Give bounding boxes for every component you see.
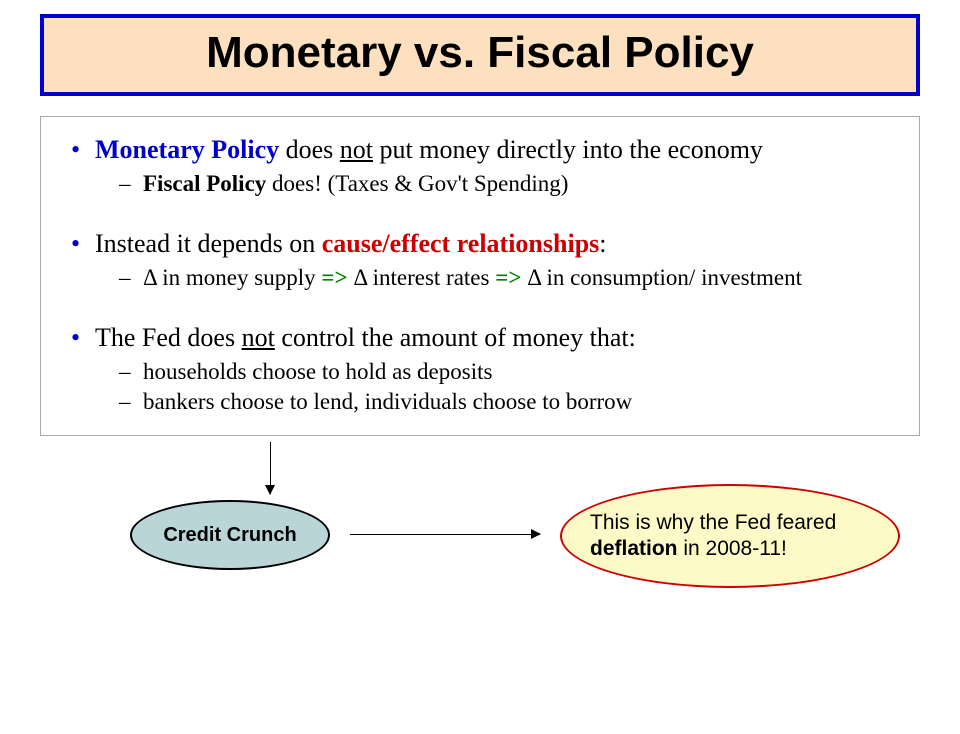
b2-lead: Instead it depends on [95,229,322,258]
b3-sublist: households choose to hold as deposits ba… [95,359,895,415]
note-a: This is why the Fed feared [590,511,836,534]
b1-sub1: Fiscal Policy does! (Taxes & Gov't Spend… [95,171,895,197]
note-bold: deflation [590,537,678,560]
bullet-2: Instead it depends on cause/effect relat… [65,229,895,291]
slide-title: Monetary vs. Fiscal Policy [40,14,920,96]
b1-sub1-lead: Fiscal Policy [143,171,266,196]
b2-red: cause/effect relationships [322,229,600,258]
b1-lead: Monetary Policy [95,135,279,164]
b1-mid: does [279,135,340,164]
note-node: This is why the Fed feared deflation in … [560,484,900,588]
b1-not: not [340,135,373,164]
bullet-1: Monetary Policy does not put money direc… [65,135,895,197]
credit-crunch-node: Credit Crunch [130,500,330,570]
note-b: in 2008-11! [678,537,787,560]
b3-not: not [242,323,275,352]
b2-sub1: Δ in money supply => Δ interest rates =>… [95,265,895,291]
b2-tail: : [599,229,606,258]
diagram: Credit Crunch This is why the Fed feared… [40,436,920,616]
b3-sub1: households choose to hold as deposits [95,359,895,385]
content-box: Monetary Policy does not put money direc… [40,116,920,436]
bullet-3: The Fed does not control the amount of m… [65,323,895,415]
b2-s1a: Δ in money supply [143,265,321,290]
bullet-list: Monetary Policy does not put money direc… [65,135,895,415]
b2-s1c: Δ in consumption/ investment [521,265,802,290]
arrow-down-icon [270,442,271,494]
arrow-right-icon [350,534,540,535]
b2-arrow1: => [321,265,347,290]
b1-tail: put money directly into the economy [373,135,763,164]
b1-sublist: Fiscal Policy does! (Taxes & Gov't Spend… [95,171,895,197]
b1-sub1-tail: does! (Taxes & Gov't Spending) [266,171,568,196]
b2-arrow2: => [495,265,521,290]
b3-sub2: bankers choose to lend, individuals choo… [95,389,895,415]
b3-lead: The Fed does [95,323,242,352]
b2-sublist: Δ in money supply => Δ interest rates =>… [95,265,895,291]
b3-tail: control the amount of money that: [275,323,636,352]
b2-s1b: Δ interest rates [348,265,496,290]
